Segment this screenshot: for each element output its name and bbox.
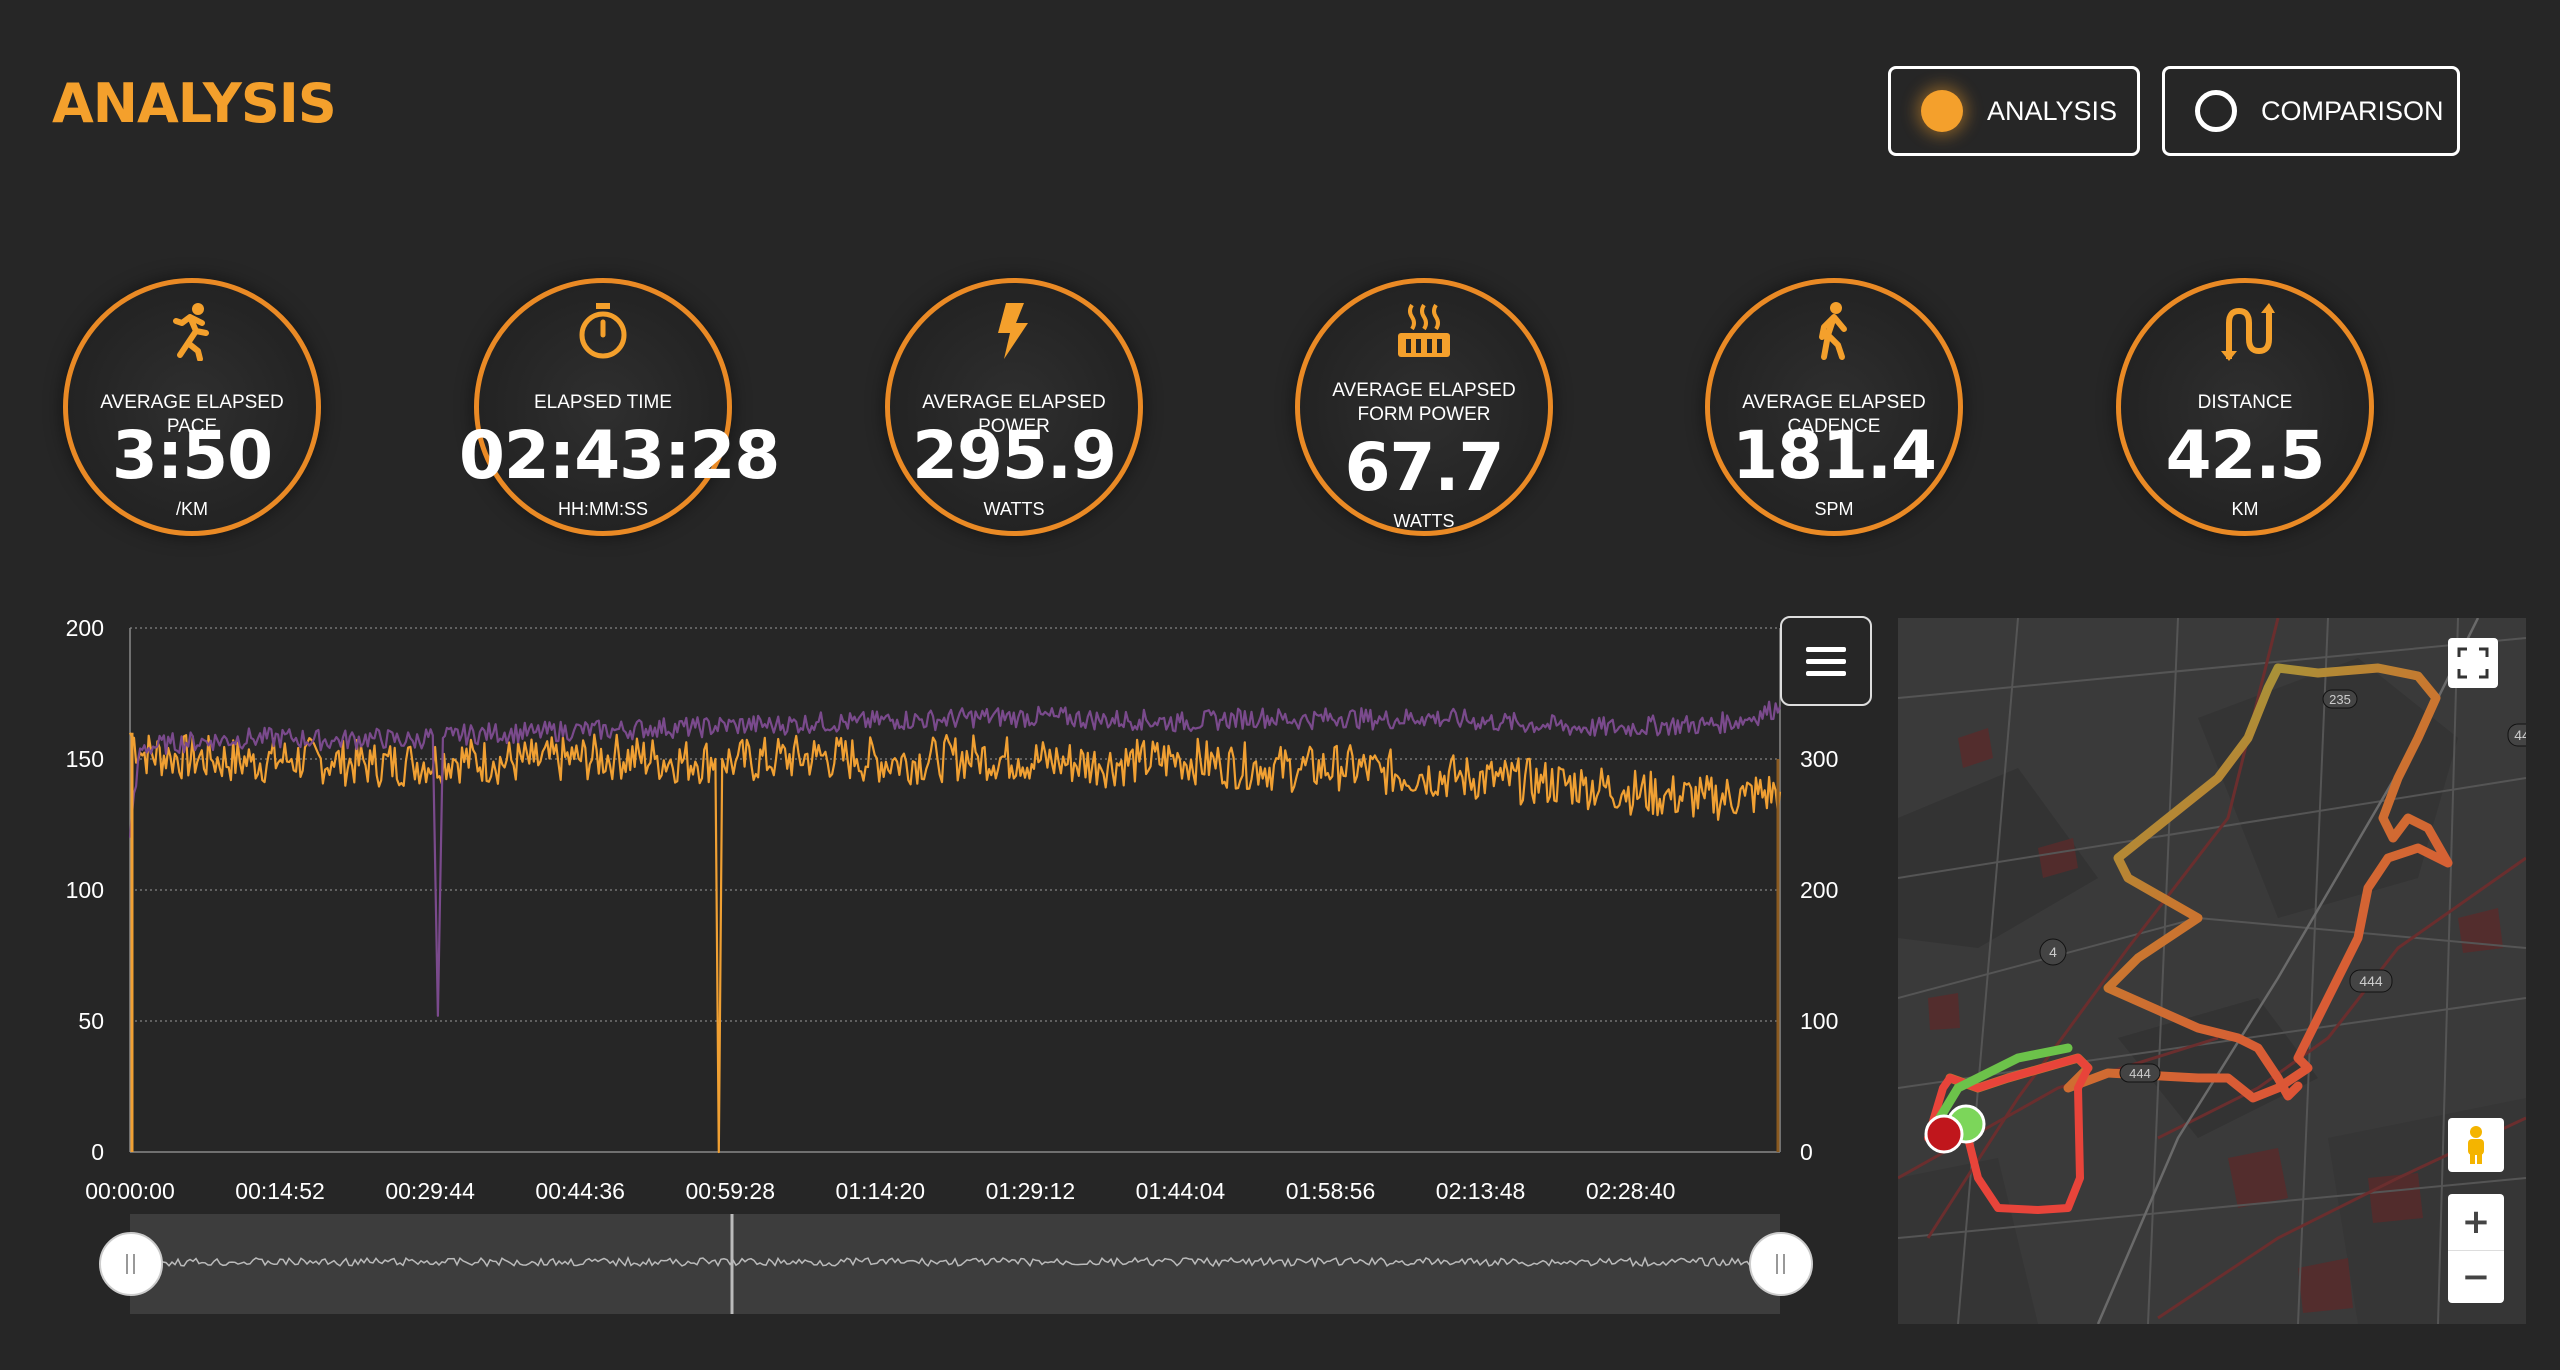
power-gauge: AVERAGE ELAPSED POWER 295.9 WATTS bbox=[885, 278, 1143, 536]
road-label: 44 bbox=[2514, 727, 2526, 743]
metric-unit: /KM bbox=[175, 499, 208, 519]
metric-label: AVERAGE ELAPSED FORM POWER bbox=[1332, 380, 1516, 425]
metric-label: AVERAGE ELAPSED PACE bbox=[100, 392, 284, 437]
metric-value: 42.5 bbox=[2165, 417, 2326, 494]
x-tick-label: 00:14:52 bbox=[235, 1178, 325, 1204]
analysis-radio-icon bbox=[1921, 90, 1963, 132]
right-tick-label: 200 bbox=[1800, 877, 1838, 903]
left-tick-label: 0 bbox=[91, 1139, 104, 1165]
navigator-line bbox=[129, 1255, 1781, 1268]
minus-icon: − bbox=[2461, 1257, 2491, 1297]
range-navigator[interactable] bbox=[130, 1214, 1780, 1314]
road-label-badge: 444 bbox=[2349, 969, 2393, 993]
road-label-badge: 4 bbox=[2039, 938, 2067, 966]
left-tick-label: 50 bbox=[78, 1008, 104, 1034]
navigator-right-handle[interactable] bbox=[1749, 1232, 1813, 1296]
metric-label: AVERAGE ELAPSED CADENCE bbox=[1742, 392, 1926, 437]
metric-unit: WATTS bbox=[1393, 511, 1455, 531]
metric-label: AVERAGE ELAPSED POWER bbox=[922, 392, 1106, 437]
page-title: ANALYSIS bbox=[52, 72, 337, 135]
road-label: 235 bbox=[2329, 692, 2351, 707]
fullscreen-button[interactable] bbox=[2448, 638, 2498, 688]
road-label-badge: 44 bbox=[2507, 723, 2526, 747]
metric-value: 181.4 bbox=[1732, 417, 1937, 494]
comparison-mode-button[interactable]: COMPARISON bbox=[2162, 66, 2460, 156]
metric-unit: SPM bbox=[1814, 499, 1854, 519]
lightning-icon bbox=[998, 303, 1028, 359]
running-icon bbox=[173, 303, 209, 361]
analysis-mode-label: ANALYSIS bbox=[1987, 95, 2118, 126]
analysis-mode-button[interactable]: ANALYSIS bbox=[1888, 66, 2140, 156]
heat-icon bbox=[1398, 303, 1450, 357]
x-tick-label: 01:44:04 bbox=[1136, 1178, 1226, 1204]
fullscreen-icon bbox=[2457, 647, 2489, 679]
x-tick-label: 00:59:28 bbox=[685, 1178, 775, 1204]
map-areas bbox=[1928, 728, 2503, 1313]
x-tick-label: 02:13:48 bbox=[1436, 1178, 1526, 1204]
road-label: 4 bbox=[2049, 944, 2057, 960]
x-axis: 00:00:00 00:14:52 00:29:44 00:44:36 00:59:28… bbox=[85, 1178, 1675, 1204]
right-tick-label: 0 bbox=[1800, 1139, 1813, 1165]
x-tick-label: 00:29:44 bbox=[385, 1178, 475, 1204]
chart-menu-button[interactable] bbox=[1780, 616, 1872, 706]
left-axis: 0 50 100 150 200 bbox=[66, 615, 104, 1165]
road-label-badge: 444 bbox=[2119, 1063, 2161, 1083]
zoom-in-button[interactable]: + bbox=[2448, 1194, 2504, 1250]
stopwatch-icon bbox=[579, 303, 627, 359]
power-series-line bbox=[128, 732, 1782, 1154]
road-label: 444 bbox=[2129, 1066, 2151, 1081]
metric-value: 02:43:28 bbox=[459, 417, 780, 494]
metric-value: 3:50 bbox=[111, 417, 273, 494]
road-label-badge: 235 bbox=[2322, 689, 2358, 709]
map-streets bbox=[1898, 618, 2526, 1324]
x-tick-label: 00:44:36 bbox=[535, 1178, 625, 1204]
left-tick-label: 200 bbox=[66, 615, 104, 641]
cadence-gauge: AVERAGE ELAPSED CADENCE 181.4 SPM bbox=[1705, 278, 1963, 536]
street-view-button[interactable] bbox=[2448, 1118, 2504, 1172]
walking-icon bbox=[1819, 302, 1847, 360]
time-series-chart[interactable]: 0 50 100 150 200 0 100 200 300 00:00:00 00:14:52… bbox=[0, 600, 1900, 1370]
plus-icon: + bbox=[2461, 1202, 2491, 1242]
elapsed-time-gauge: ELAPSED TIME 02:43:28 HH:MM:SS bbox=[459, 278, 780, 536]
pace-gauge: AVERAGE ELAPSED PACE 3:50 /KM bbox=[63, 278, 321, 536]
right-tick-label: 300 bbox=[1800, 746, 1838, 772]
form-power-gauge: AVERAGE ELAPSED FORM POWER 67.7 WATTS bbox=[1295, 278, 1553, 536]
route-start-marker[interactable] bbox=[1924, 1114, 1964, 1154]
comparison-mode-label: COMPARISON bbox=[2261, 95, 2444, 126]
route-path bbox=[1945, 663, 2453, 1103]
x-tick-label: 01:58:56 bbox=[1286, 1178, 1376, 1204]
metric-label: ELAPSED TIME bbox=[534, 392, 672, 413]
x-tick-label: 00:00:00 bbox=[85, 1178, 175, 1204]
distance-gauge: DISTANCE 42.5 KM bbox=[2116, 278, 2374, 536]
metric-label: DISTANCE bbox=[2197, 392, 2293, 413]
metric-value: 295.9 bbox=[912, 417, 1117, 494]
comparison-radio-icon bbox=[2195, 90, 2237, 132]
metric-unit: KM bbox=[2231, 499, 2259, 519]
right-axis: 0 100 200 300 bbox=[1800, 746, 1838, 1165]
distance-arrows-icon bbox=[2221, 303, 2275, 361]
pegman-icon bbox=[2468, 1126, 2484, 1164]
chart-grid bbox=[129, 627, 1781, 1153]
x-tick-label: 02:28:40 bbox=[1586, 1178, 1676, 1204]
x-tick-label: 01:14:20 bbox=[836, 1178, 926, 1204]
left-tick-label: 150 bbox=[66, 746, 104, 772]
road-label: 444 bbox=[2359, 973, 2383, 989]
left-tick-label: 100 bbox=[66, 877, 104, 903]
zoom-out-button[interactable]: − bbox=[2448, 1250, 2504, 1303]
route-start-segment bbox=[1925, 1043, 2073, 1139]
metric-unit: WATTS bbox=[983, 499, 1045, 519]
map-canvas: 235 4 444 444 44 bbox=[1898, 618, 2526, 1324]
series-layer bbox=[128, 700, 1782, 1154]
metric-value: 67.7 bbox=[1344, 429, 1505, 506]
right-tick-label: 100 bbox=[1800, 1008, 1838, 1034]
hamburger-icon bbox=[1806, 646, 1846, 652]
route-map[interactable]: 235 4 444 444 44 + bbox=[1898, 618, 2526, 1324]
metric-unit: HH:MM:SS bbox=[558, 499, 648, 519]
x-tick-label: 01:29:12 bbox=[986, 1178, 1076, 1204]
cadence-series-line bbox=[128, 700, 1782, 1017]
navigator-series bbox=[129, 1255, 1781, 1268]
navigator-left-handle[interactable] bbox=[99, 1232, 163, 1296]
